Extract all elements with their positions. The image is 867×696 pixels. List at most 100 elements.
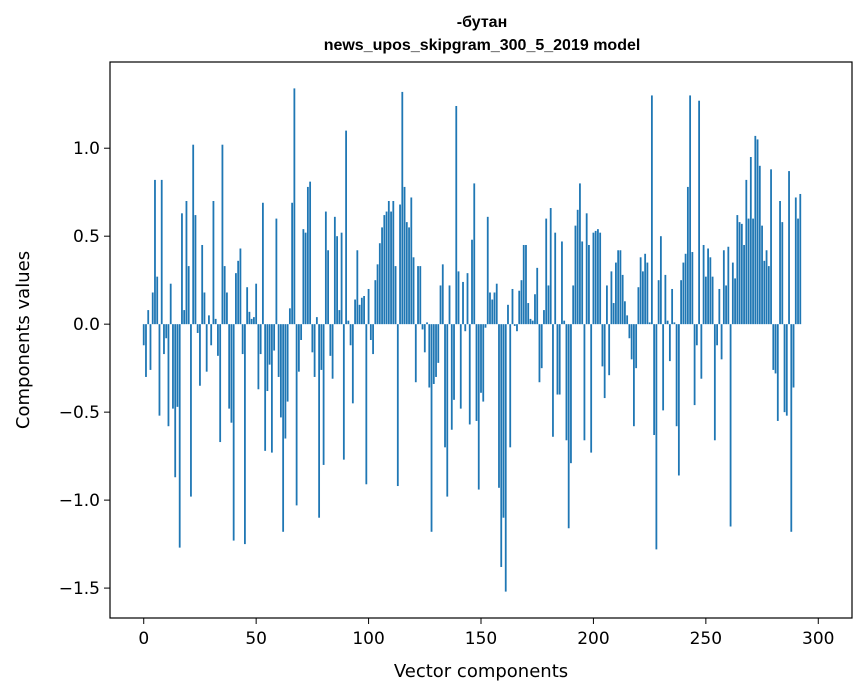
bar-159 bbox=[500, 324, 503, 567]
bar-30 bbox=[210, 324, 213, 346]
bar-234 bbox=[668, 324, 671, 362]
bar-175 bbox=[536, 267, 539, 325]
bar-200 bbox=[592, 232, 595, 325]
bar-224 bbox=[646, 262, 649, 325]
bar-149 bbox=[477, 324, 480, 490]
bar-126 bbox=[426, 322, 428, 325]
bar-110 bbox=[390, 211, 392, 325]
bar-36 bbox=[223, 266, 226, 325]
bar-141 bbox=[459, 324, 462, 409]
bar-178 bbox=[543, 310, 545, 325]
bar-73 bbox=[306, 186, 309, 325]
bar-32 bbox=[214, 318, 217, 325]
bar-265 bbox=[738, 222, 741, 325]
bar-157 bbox=[495, 283, 498, 325]
bar-96 bbox=[358, 304, 361, 325]
bar-6 bbox=[156, 276, 159, 325]
bar-277 bbox=[765, 250, 768, 325]
bar-54 bbox=[264, 324, 267, 451]
bar-185 bbox=[558, 324, 561, 395]
bar-272 bbox=[754, 135, 757, 325]
bar-57 bbox=[270, 324, 273, 453]
bar-52 bbox=[259, 324, 262, 355]
bar-256 bbox=[718, 288, 721, 325]
bar-113 bbox=[396, 324, 399, 487]
bar-131 bbox=[437, 324, 440, 363]
bar-262 bbox=[731, 262, 734, 325]
bar-102 bbox=[372, 324, 374, 355]
bar-100 bbox=[367, 288, 370, 325]
bar-94 bbox=[354, 299, 356, 325]
bar-64 bbox=[286, 324, 289, 402]
bar-68 bbox=[295, 324, 298, 506]
bar-2 bbox=[147, 310, 150, 325]
bar-31 bbox=[212, 201, 215, 325]
bar-197 bbox=[585, 213, 588, 325]
bar-258 bbox=[722, 250, 725, 325]
bar-120 bbox=[412, 257, 415, 325]
y-axis-ticks: −1.5 −1.0 −0.5 0.0 0.5 1.0 bbox=[59, 139, 110, 599]
bar-115 bbox=[401, 91, 404, 325]
bar-9 bbox=[163, 324, 165, 355]
bar-232 bbox=[664, 274, 667, 325]
bar-196 bbox=[583, 324, 586, 441]
bars-group bbox=[142, 88, 802, 592]
y-axis-label: Components values bbox=[13, 251, 34, 429]
bar-179 bbox=[545, 218, 548, 325]
y-tick-label-2: −0.5 bbox=[59, 403, 100, 423]
bar-212 bbox=[619, 250, 622, 325]
bar-195 bbox=[581, 241, 584, 325]
bar-81 bbox=[324, 211, 327, 325]
bar-283 bbox=[779, 201, 781, 325]
bar-221 bbox=[639, 257, 642, 325]
bar-213 bbox=[621, 274, 624, 325]
bar-65 bbox=[288, 308, 291, 325]
bar-123 bbox=[419, 266, 422, 325]
bar-76 bbox=[313, 324, 316, 377]
bar-24 bbox=[196, 324, 199, 333]
bar-172 bbox=[529, 318, 532, 325]
bar-287 bbox=[788, 171, 790, 325]
bar-25 bbox=[199, 324, 201, 386]
bar-177 bbox=[540, 324, 543, 369]
bar-219 bbox=[635, 324, 638, 369]
bar-3 bbox=[149, 324, 152, 370]
bar-0 bbox=[142, 324, 145, 346]
bar-286 bbox=[785, 324, 788, 416]
bar-119 bbox=[410, 197, 413, 325]
bar-174 bbox=[534, 294, 536, 325]
bar-104 bbox=[376, 264, 379, 325]
bar-93 bbox=[351, 324, 354, 404]
bar-19 bbox=[185, 201, 188, 325]
bar-142 bbox=[462, 281, 464, 325]
bar-55 bbox=[266, 324, 269, 392]
bar-143 bbox=[464, 324, 467, 332]
y-tick-label-0: −1.5 bbox=[59, 579, 100, 599]
bar-166 bbox=[516, 324, 518, 332]
bar-211 bbox=[617, 250, 620, 325]
bar-193 bbox=[576, 209, 579, 325]
bar-156 bbox=[493, 292, 496, 325]
bar-5 bbox=[154, 179, 156, 325]
bar-208 bbox=[610, 271, 613, 325]
bar-214 bbox=[624, 301, 626, 325]
bar-38 bbox=[228, 324, 231, 409]
bar-16 bbox=[178, 324, 181, 548]
bar-59 bbox=[275, 218, 278, 325]
bar-194 bbox=[579, 183, 581, 325]
bar-181 bbox=[549, 208, 552, 325]
bar-205 bbox=[603, 324, 606, 399]
bar-260 bbox=[727, 246, 730, 325]
bar-45 bbox=[244, 324, 246, 545]
bar-127 bbox=[428, 324, 431, 388]
bar-50 bbox=[255, 283, 258, 325]
bar-71 bbox=[302, 229, 305, 325]
bar-4 bbox=[151, 292, 154, 325]
bar-220 bbox=[637, 287, 640, 325]
bar-26 bbox=[201, 244, 204, 325]
bar-97 bbox=[360, 297, 363, 325]
x-tick-label-250: 250 bbox=[690, 629, 722, 649]
bar-121 bbox=[414, 324, 417, 383]
bar-163 bbox=[509, 324, 512, 448]
bar-98 bbox=[363, 296, 365, 325]
